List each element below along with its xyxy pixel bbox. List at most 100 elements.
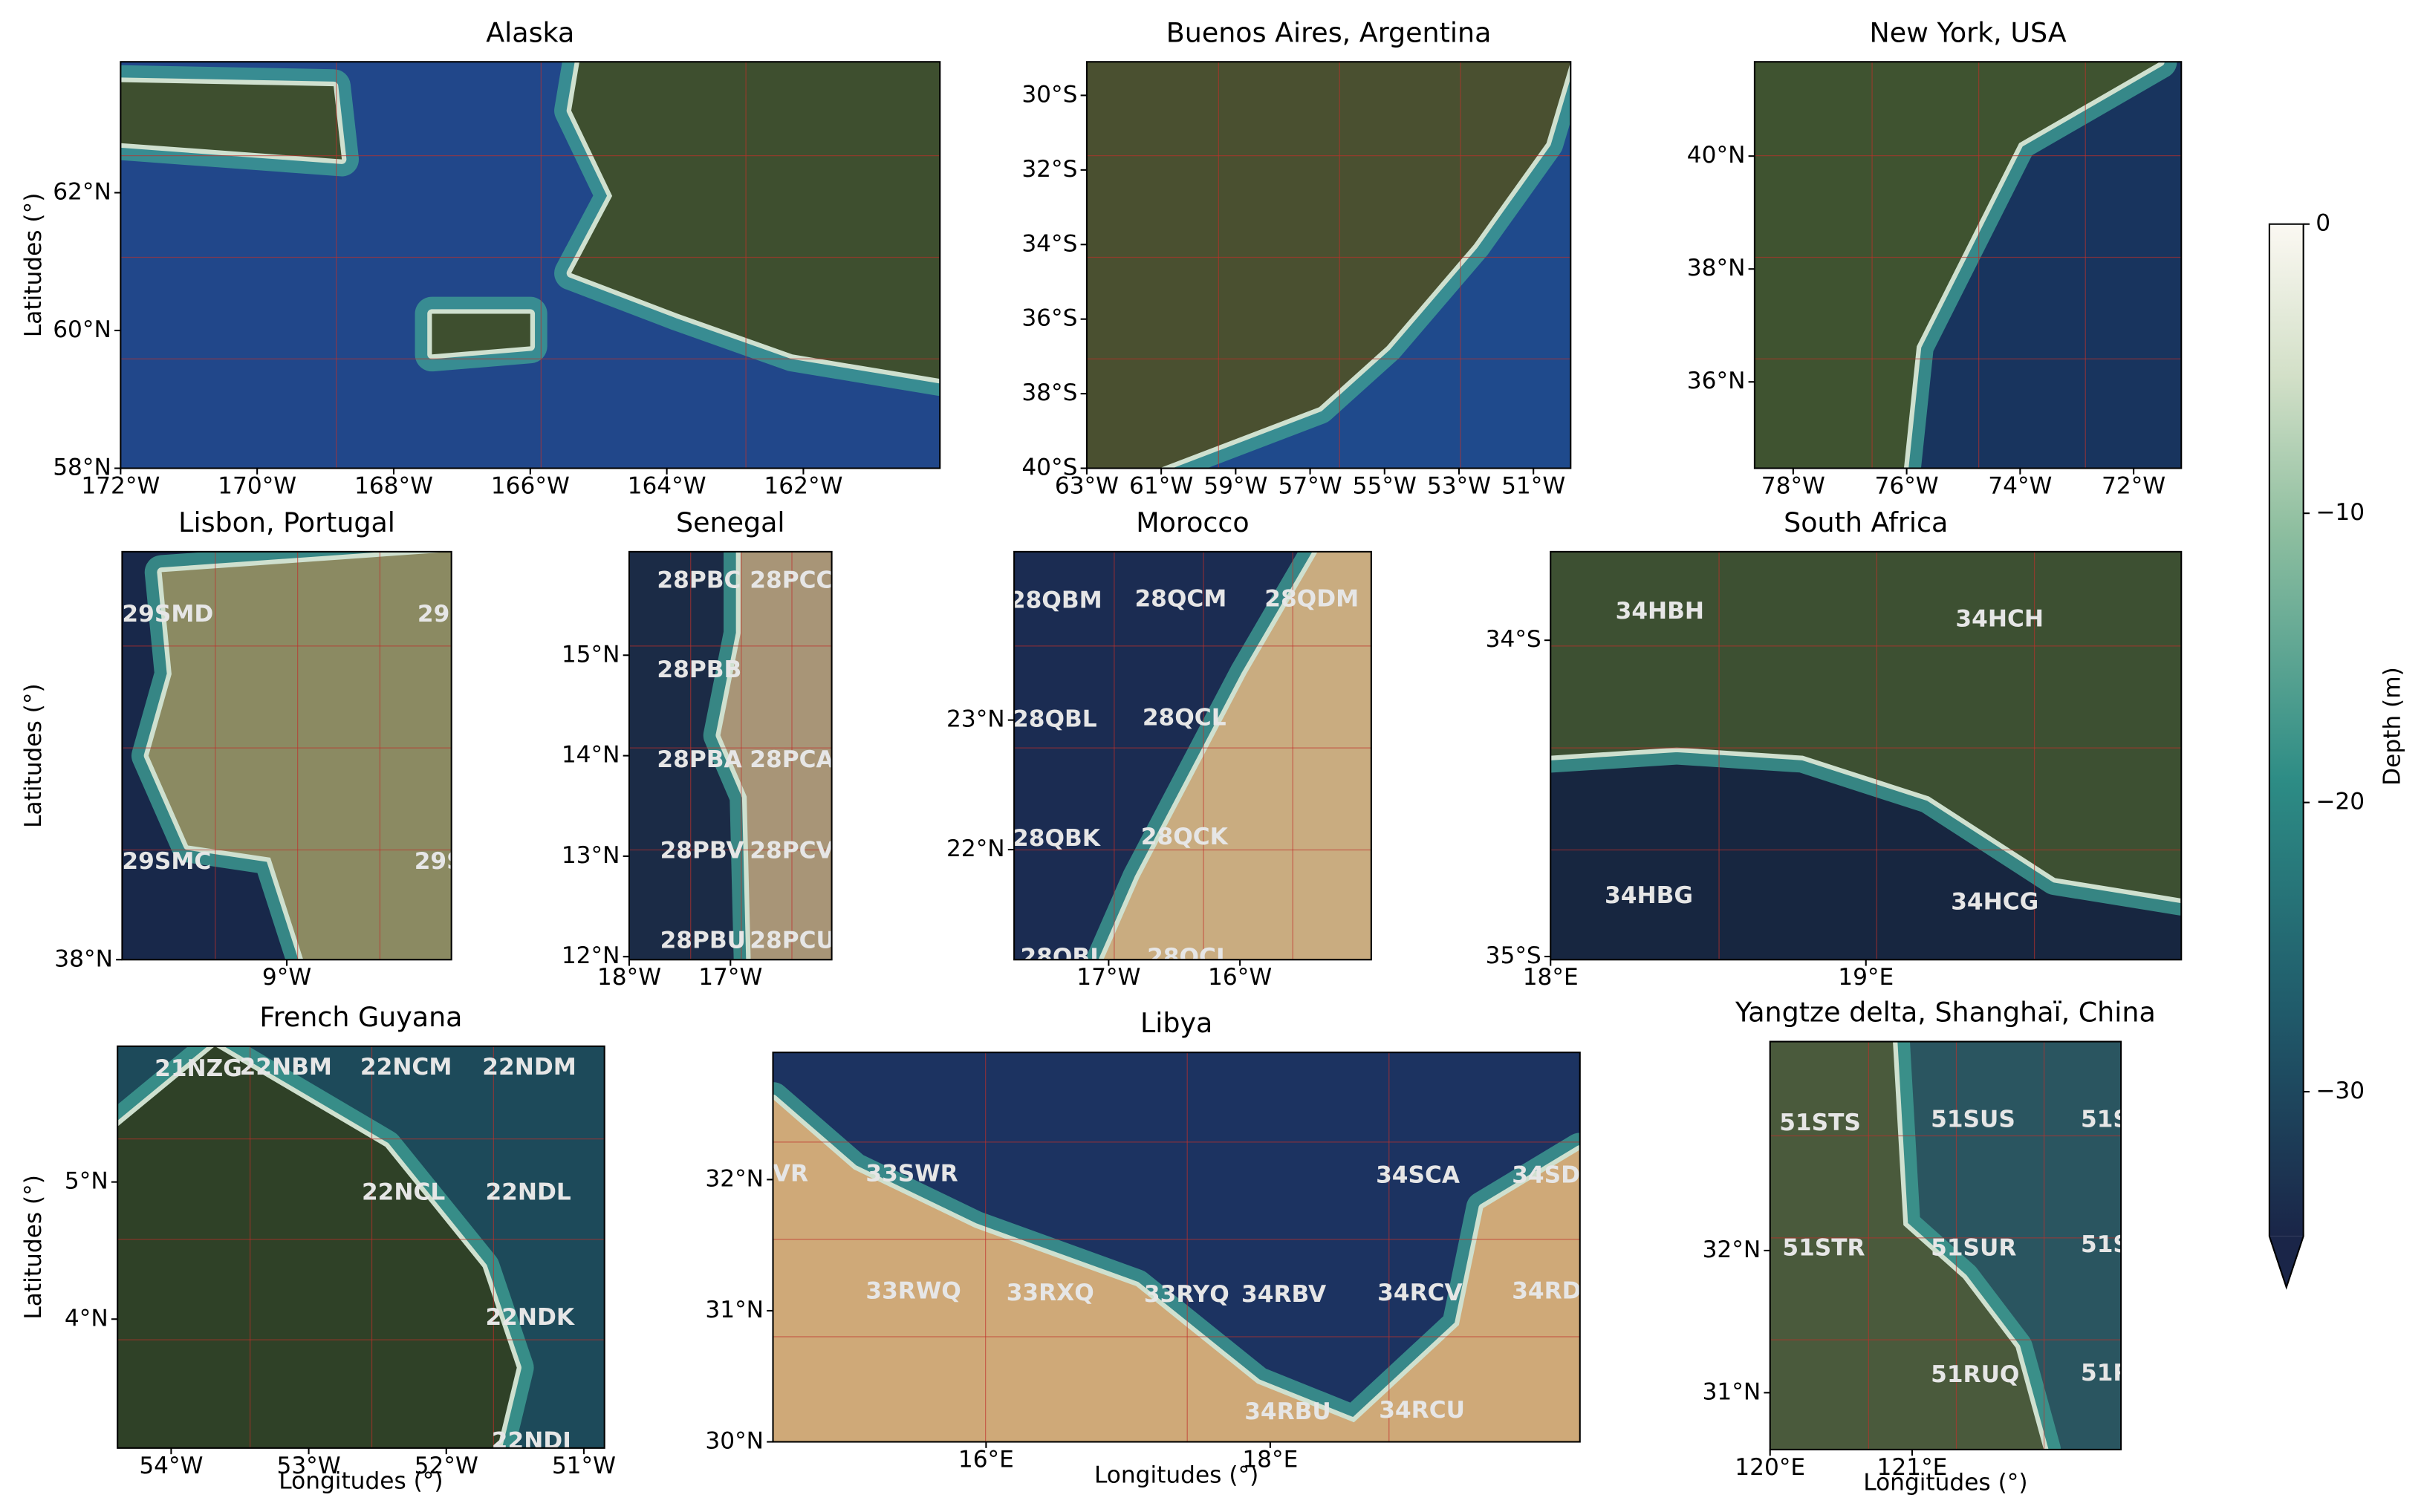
x-tick-label: 170°W — [218, 472, 296, 499]
colorbar-tick-label: −20 — [2316, 789, 2365, 815]
x-tick-label: 72°W — [2102, 472, 2165, 499]
tile-label: 22NCM — [360, 1054, 452, 1081]
x-tick-label: 17°W — [698, 964, 762, 991]
x-tick-label: 52°W — [415, 1453, 478, 1479]
land — [148, 551, 452, 960]
tile-label: 33RXQ — [1007, 1280, 1094, 1306]
y-tick-label: 34°S — [1486, 626, 1541, 653]
y-tick-label: 38°N — [54, 945, 113, 972]
tile-label: 28PCU — [750, 927, 835, 954]
colorbar: 0 −10 −20 −30 Depth (m) — [2268, 210, 2405, 1290]
x-tick-label: 51°W — [552, 1453, 616, 1479]
y-tick-label: 38°N — [1687, 255, 1746, 281]
x-tick-label: 59°W — [1203, 472, 1267, 499]
x-tick-label: 53°W — [276, 1453, 340, 1479]
tile-label: 22NDK — [485, 1304, 575, 1331]
panel-title: New York, USA — [1869, 16, 2066, 48]
y-tick-label: 14°N — [562, 742, 620, 769]
land — [1086, 62, 1571, 469]
tile-label: 21NZG — [155, 1055, 242, 1082]
axes-frame — [1013, 550, 1372, 961]
x-tick-label: 18°W — [597, 964, 661, 991]
y-tick-label: 32°N — [1703, 1236, 1761, 1263]
colorbar-gradient — [2269, 224, 2304, 1236]
panel-title: Alaska — [486, 16, 574, 48]
x-axis-label: Longitudes (°) — [1094, 1462, 1258, 1488]
map-panel: Buenos Aires, Argentina 63°W 61°W 59°W 57°W 5… — [1021, 16, 1572, 499]
y-tick-label: 60°N — [53, 316, 111, 343]
y-tick-label: 12°N — [562, 942, 620, 969]
map-panel: 51STS 51SUS 51SVS 51STR 51SUR 51SVR 51RUQ 51RVQ… — [1703, 997, 2168, 1496]
y-tick-label: 62°N — [53, 178, 111, 205]
tile-label: 51RVQ — [2081, 1360, 2168, 1386]
tile-label: 28PCV — [750, 838, 834, 864]
y-tick-label: 22°N — [946, 835, 1005, 862]
panel-title: Buenos Aires, Argentina — [1166, 16, 1492, 48]
tile-label: 29SMC — [122, 848, 211, 875]
axes-frame — [1753, 61, 2183, 469]
y-axis-label: Latitudes (°) — [20, 683, 47, 828]
panel-title: French Guyana — [259, 1001, 462, 1033]
map-panel: 33SVR 33SWR 33RWQ 33RXQ 33RYQ 34RBV 34SCA 34SDA… — [705, 1007, 1599, 1488]
x-tick-label: 16°W — [1208, 964, 1272, 991]
map-panel: Alaska 172°W 170°W 168°W 166°W 164°W 162°W 58°N… — [20, 16, 941, 499]
colorbar-frame — [2268, 223, 2304, 1290]
tile-label: 34RCV — [1377, 1280, 1463, 1306]
tile-label: 51SVS — [2081, 1107, 2165, 1133]
y-axis-label: Latitudes (°) — [20, 193, 47, 338]
colorbar-label: Depth (m) — [2379, 667, 2405, 786]
x-tick-label: 172°W — [81, 472, 160, 499]
land — [120, 82, 342, 160]
y-tick-label: 31°N — [1703, 1378, 1761, 1405]
x-tick-label: 168°W — [354, 472, 433, 499]
axes-frame — [1769, 1040, 2122, 1450]
map-image — [120, 62, 940, 469]
tile-label: 34RCU — [1379, 1397, 1465, 1424]
x-tick-label: 76°W — [1875, 472, 1939, 499]
tile-label: 34HCH — [1955, 605, 2044, 632]
map-panel: New York, USA 78°W 76°W 74°W 72°W 36°N 38°N 40°… — [1687, 16, 2183, 499]
tile-label: 34RBU — [1244, 1398, 1331, 1425]
tile-label: 33RWQ — [865, 1278, 961, 1305]
map-image: 29SMD 29SND 29SMC 29SNC — [122, 551, 505, 960]
y-tick-label: 30°S — [1021, 81, 1077, 108]
tile-label: 22NCL — [362, 1179, 445, 1205]
y-axis-label: Latitudes (°) — [20, 1175, 47, 1320]
tile-label: 51SUR — [1931, 1234, 2016, 1261]
panel-title: Senegal — [676, 506, 785, 538]
tile-label: 28QCJ — [1147, 944, 1224, 971]
tile-label: 34RDV — [1512, 1278, 1599, 1305]
tile-label: 29SND — [417, 601, 505, 628]
tile-label: 28QBK — [1013, 825, 1102, 852]
colorbar-tick-label: −30 — [2316, 1078, 2365, 1104]
map-panel: 34HBH 34HCH 34HBG 34HCG South Africa 18°E 19°E… — [1486, 506, 2183, 991]
panel-title: Libya — [1140, 1007, 1212, 1039]
panel-title: Lisbon, Portugal — [178, 506, 395, 538]
tile-label: 28QDM — [1264, 585, 1359, 612]
tile-label: 28QBM — [1010, 587, 1102, 613]
tile-label: 28QBL — [1013, 706, 1097, 733]
x-tick-label: 18°E — [1523, 964, 1579, 991]
map-image — [1754, 62, 2182, 469]
panel-title: Yangtze delta, Shanghaï, China — [1735, 997, 2156, 1029]
y-tick-label: 23°N — [946, 706, 1005, 733]
tile-label: 33SWR — [865, 1161, 958, 1187]
y-tick-label: 36°N — [1687, 368, 1746, 394]
y-tick-label: 36°S — [1021, 305, 1077, 332]
x-axis-label: Longitudes (°) — [1863, 1470, 2027, 1496]
x-tick-label: 164°W — [628, 472, 706, 499]
x-tick-label: 51°W — [1501, 472, 1565, 499]
colorbar-extend — [2269, 1236, 2304, 1288]
x-tick-label: 57°W — [1278, 472, 1342, 499]
tile-label: 28PBB — [657, 656, 741, 683]
tile-label: 33RYQ — [1144, 1281, 1229, 1308]
tile-label: 28PBC — [657, 567, 741, 593]
axes-frame — [117, 1045, 605, 1449]
coast-sand — [1099, 551, 1371, 960]
tile-label: 34HCG — [1951, 888, 2038, 915]
land — [773, 1099, 1580, 1442]
x-tick-label: 19°E — [1838, 964, 1894, 991]
